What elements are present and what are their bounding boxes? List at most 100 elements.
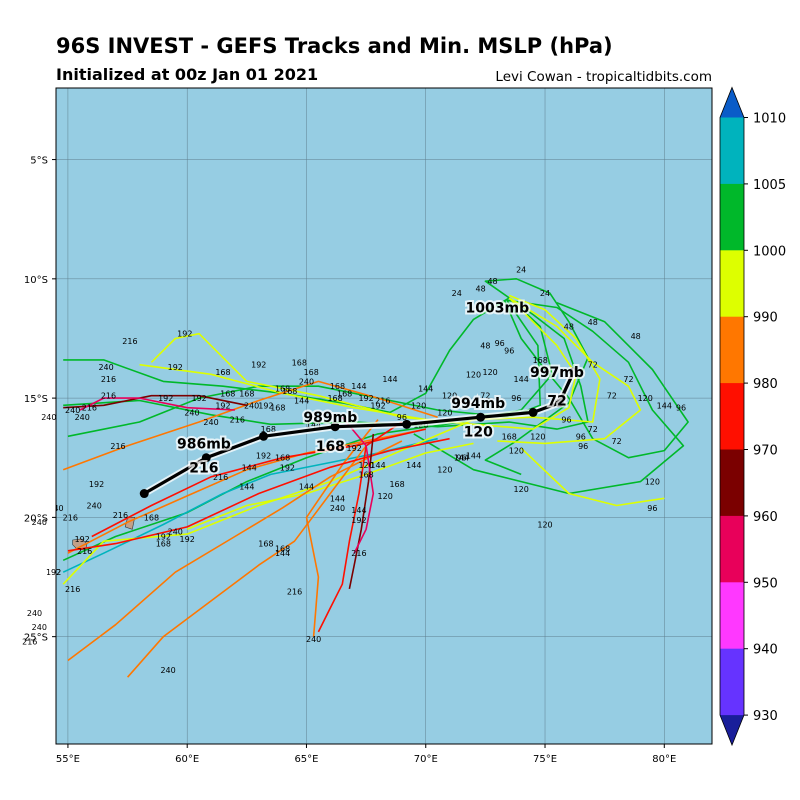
hour-label: 216 (287, 587, 302, 596)
hour-label: 216 (230, 416, 245, 425)
mean-track-label: 168 (316, 439, 345, 455)
hour-label: 192 (177, 330, 192, 339)
member-track (305, 419, 379, 637)
colorbar-tick-label: 990 (753, 311, 778, 326)
hour-label: 72 (480, 392, 490, 401)
hour-label: 192 (351, 516, 366, 525)
hour-label: 72 (588, 361, 598, 370)
y-tick-label: 20°S (24, 513, 48, 524)
member-track (62, 297, 554, 562)
hour-label: 216 (351, 549, 366, 558)
mean-track-label: 986mb (177, 436, 231, 452)
hour-label: 120 (483, 368, 498, 377)
member-track (186, 442, 474, 531)
x-tick-label: 75°E (533, 754, 557, 765)
hour-label: 168 (533, 356, 548, 365)
mean-track-point (330, 422, 340, 432)
colorbar-segment (720, 515, 744, 583)
member-track (79, 397, 235, 411)
hour-label: 72 (611, 437, 621, 446)
hour-label: 216 (375, 396, 390, 405)
hour-label: 96 (511, 394, 521, 403)
plot-frame (55, 87, 713, 745)
hour-label: 168 (275, 544, 290, 553)
hour-label: 240 (299, 377, 314, 386)
hour-label: 120 (437, 466, 452, 475)
member-track (484, 277, 589, 476)
hour-label: 120 (442, 392, 457, 401)
hour-label: 120 (509, 447, 524, 456)
mean-track-label: 994mb (451, 396, 505, 412)
hour-label: 144 (294, 396, 309, 405)
hour-label: 168 (337, 389, 352, 398)
grid-lines (56, 88, 712, 744)
hour-label: 96 (576, 432, 586, 441)
hour-label: 96 (676, 404, 686, 413)
hour-label: 144 (657, 401, 672, 410)
mean-track-point (201, 453, 211, 463)
hour-label: 240 (65, 406, 80, 415)
colorbar-tick-label: 970 (753, 444, 778, 459)
y-tick-label: 15°S (24, 394, 48, 405)
member-track (150, 297, 577, 430)
colorbar-segment (720, 582, 744, 650)
hour-label: 96 (504, 346, 514, 355)
hour-label: 48 (588, 318, 598, 327)
mean-track-label: 997mb (530, 365, 584, 381)
hour-label: 120 (537, 521, 552, 530)
hour-label: 192 (215, 401, 230, 410)
hour-label: 120 (358, 461, 373, 470)
x-tick-label: 70°E (414, 754, 438, 765)
hour-label: 48 (487, 277, 497, 286)
chart-subtitle: Initialized at 00z Jan 01 2021 (56, 65, 319, 84)
hour-label: 240 (244, 401, 259, 410)
colorbar-tick-label: 980 (753, 377, 778, 392)
hour-label: 168 (275, 454, 290, 463)
mean-track-point (528, 407, 538, 417)
hour-label: 144 (306, 420, 321, 429)
hour-label: 216 (113, 511, 128, 520)
hour-label: 144 (418, 385, 433, 394)
hour-label: 240 (330, 504, 345, 513)
hour-label: 240 (87, 501, 102, 510)
colorbar-segment (720, 449, 744, 517)
hour-label-outside: 240 (41, 413, 56, 422)
hour-label: 240 (306, 635, 321, 644)
hour-label: 96 (647, 504, 657, 513)
member-track (348, 433, 375, 590)
member-track (67, 428, 426, 554)
ensemble-tracks (62, 277, 689, 678)
chart-title: 96S INVEST - GEFS Tracks and Min. MSLP (… (56, 34, 613, 58)
hour-label: 216 (82, 404, 97, 413)
hour-label: 144 (370, 461, 385, 470)
colorbar-segment (720, 117, 744, 185)
member-track (520, 447, 665, 507)
member-track (67, 437, 450, 552)
hour-label: 192 (89, 480, 104, 489)
x-tick-label: 55°E (56, 754, 80, 765)
mean-track-point (476, 412, 486, 422)
x-tick-label: 80°E (652, 754, 676, 765)
hour-label: 48 (476, 284, 486, 293)
hour-label: 168 (275, 385, 290, 394)
hour-label: 240 (184, 408, 199, 417)
hour-label-outside: 216 (22, 637, 37, 646)
member-track (62, 380, 438, 471)
hour-label: 96 (397, 413, 407, 422)
mean-track-point (259, 431, 269, 441)
hour-label: 168 (261, 425, 276, 434)
hour-label: 168 (144, 513, 159, 522)
hour-label: 96 (456, 454, 466, 463)
y-tick-label: 5°S (30, 156, 48, 167)
y-tick-label: 25°S (24, 633, 48, 644)
hour-label: 72 (607, 392, 617, 401)
hour-label: 168 (258, 540, 273, 549)
hour-label: 120 (645, 478, 660, 487)
colorbar-tick-label: 1005 (753, 178, 786, 193)
colorbar-segment (720, 316, 744, 384)
colorbar-segment (720, 183, 744, 251)
hour-label: 144 (275, 549, 290, 558)
hour-label: 24 (452, 289, 462, 298)
hour-label: 120 (514, 485, 529, 494)
colorbar-segment (720, 383, 744, 450)
